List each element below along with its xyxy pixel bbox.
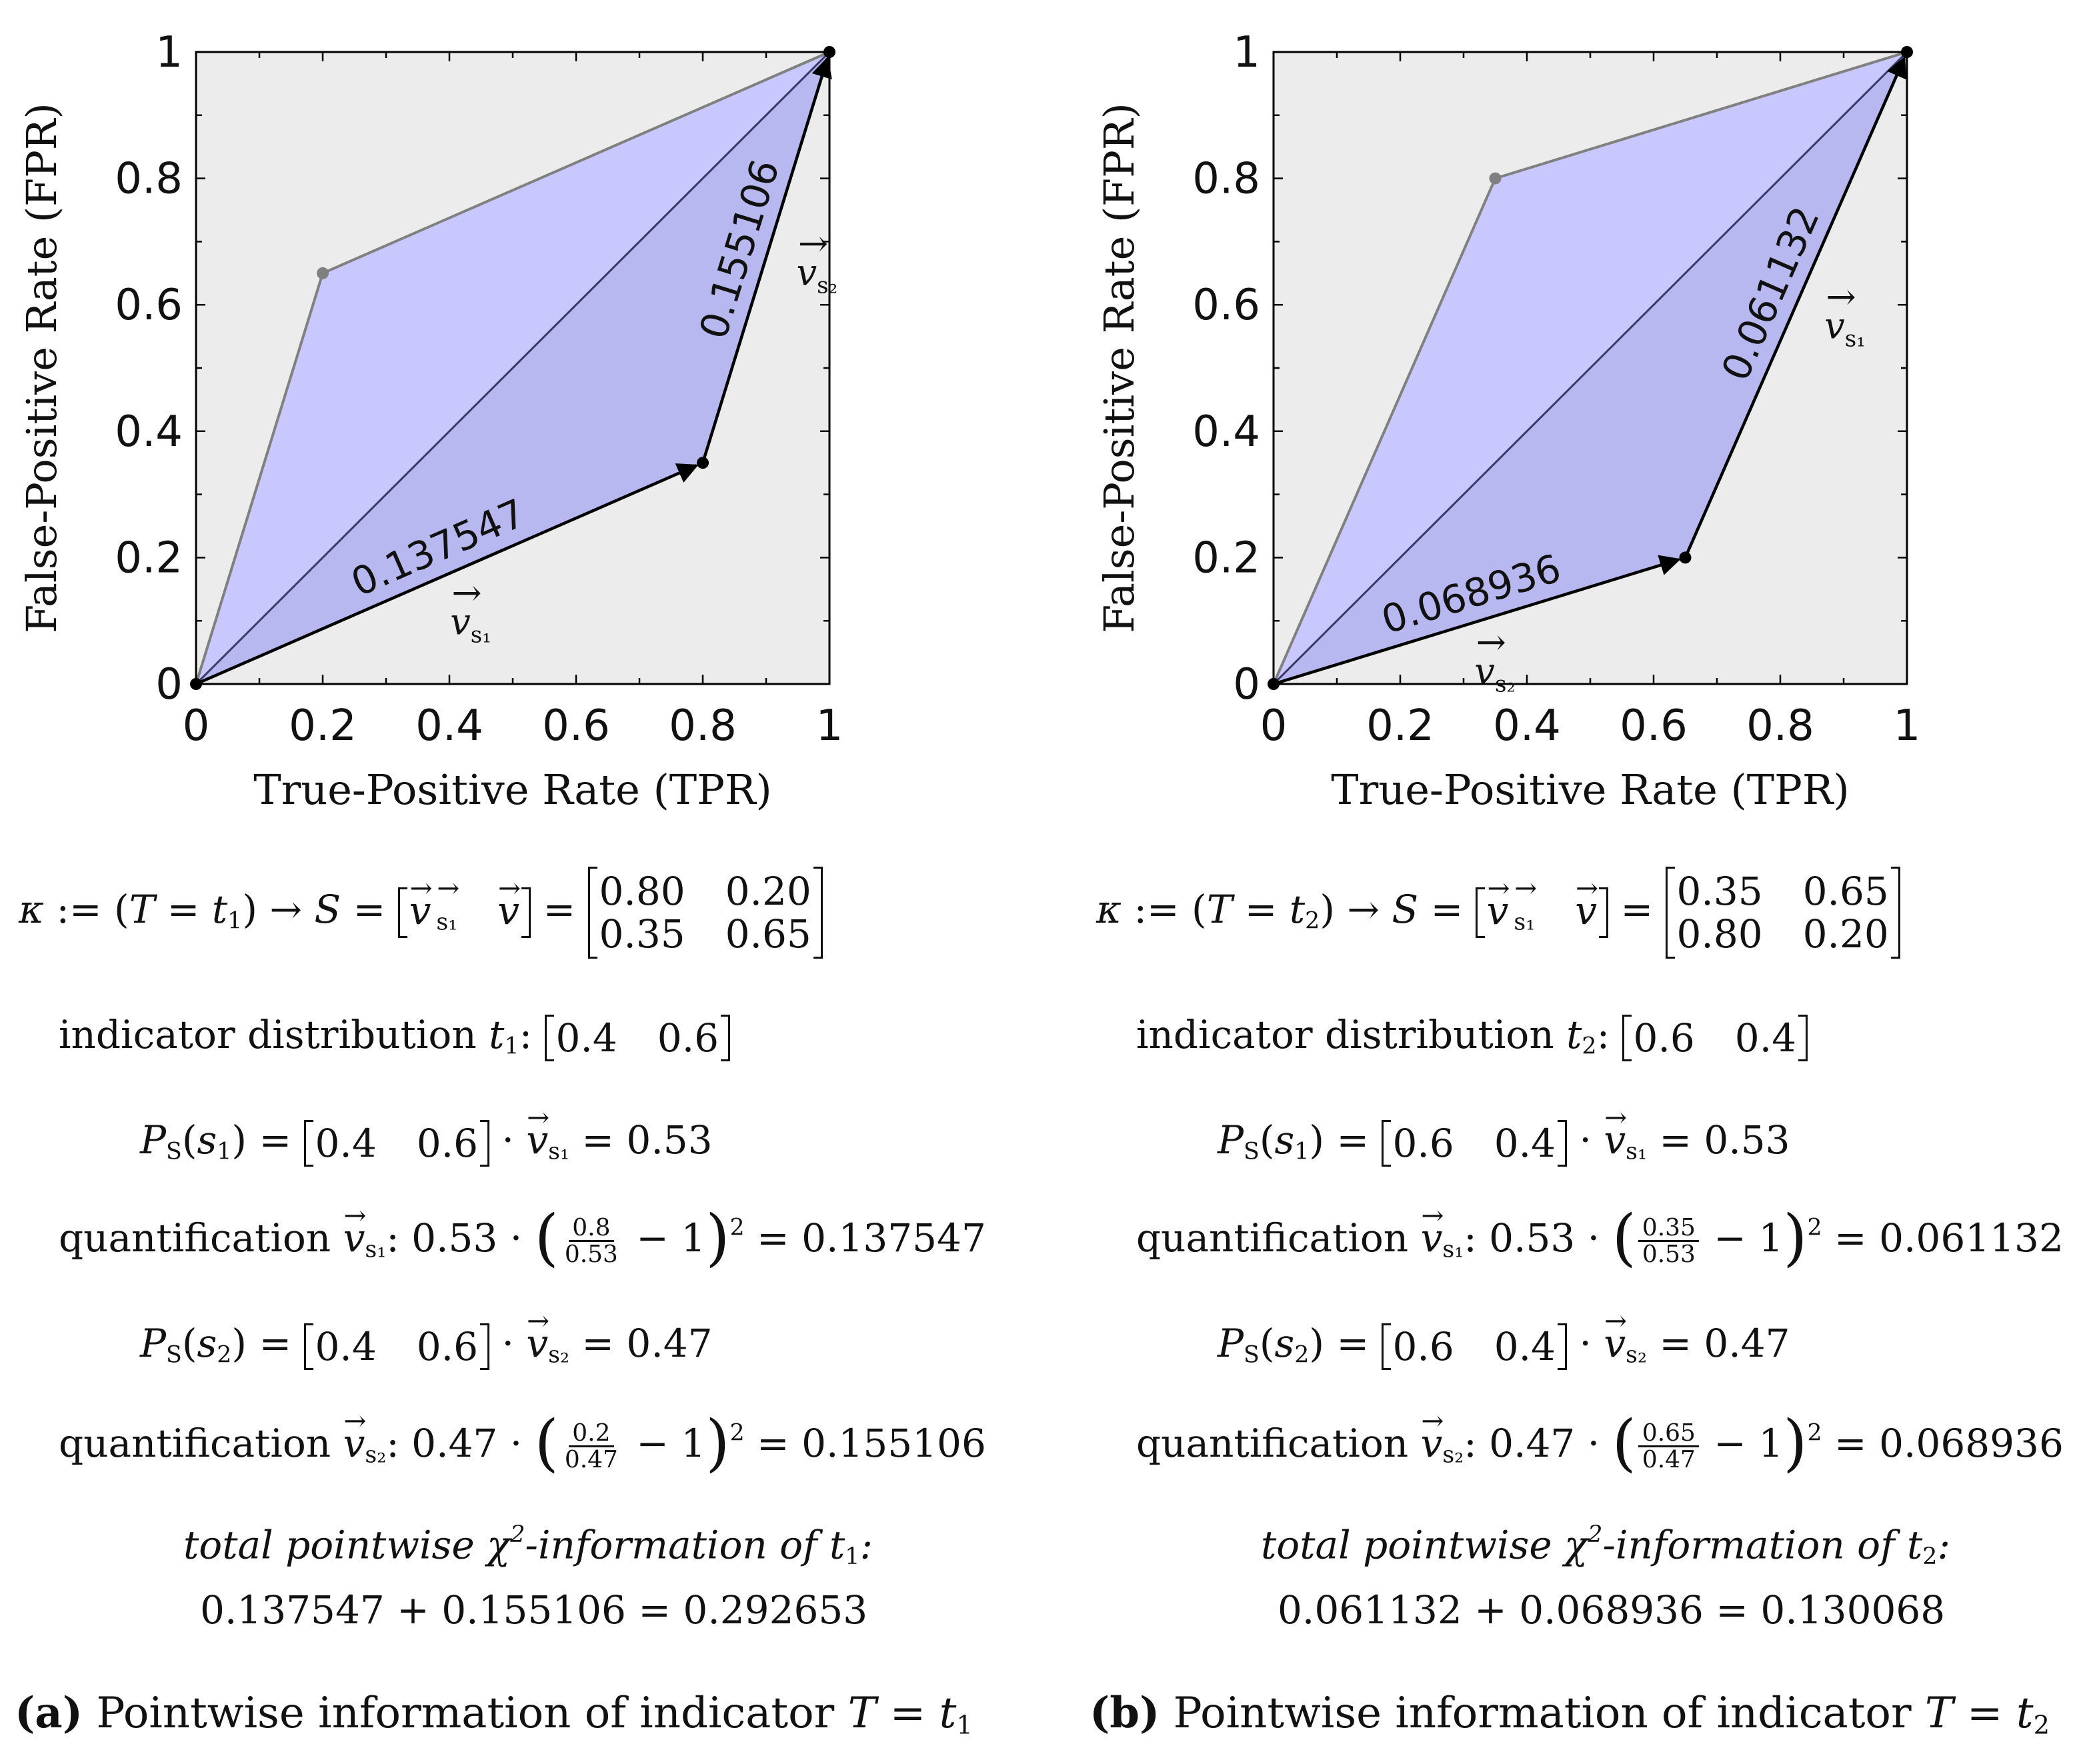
matrix-b: 0.35 0.65 0.80 0.20 (1665, 867, 1901, 959)
quantification-s1-a: quantification vs₁: 0.53 · (0.80.53 − 1)… (59, 1202, 986, 1269)
vector-arrow-accent: → (1826, 275, 1856, 317)
vector-arrow-accent: → (1476, 621, 1506, 663)
total-title-a: total pointwise χ2-information of t1: (183, 1521, 873, 1571)
vector-arrow-s2 (1273, 555, 1681, 686)
y-tick-label: 0.4 (115, 407, 183, 457)
vertex-point (823, 46, 835, 58)
y-tick-label: 0.8 (115, 155, 183, 204)
indicator-distribution-b: indicator distribution t2: 0.6 0.4 (1136, 1015, 1808, 1061)
prob-s2-b: PS(s2) = 0.60.4 · vs₂ = 0.47 (1218, 1307, 1790, 1370)
prob-s1-a: PS(s1) = 0.40.6 · vs₁ = 0.53 (140, 1104, 713, 1167)
vector-arrow-accent: → (798, 223, 828, 265)
x-tick-label: 0.8 (669, 701, 737, 751)
vector-name-label: vs₂ (797, 252, 838, 299)
caption-a: (a) Pointwise information of indicator T… (15, 1688, 973, 1741)
y-tick-label: 0.2 (1192, 533, 1260, 583)
matrix-a: 0.80 0.20 0.35 0.65 (587, 867, 823, 959)
x-tick-label: 0.2 (289, 701, 357, 751)
diagonal-line (195, 51, 831, 685)
total-title-b: total pointwise χ2-information of t2: (1261, 1521, 1950, 1571)
roc-chart-a: 0 0.2 0.4 0.6 0.8 1 0 0.2 0.4 0.6 0.8 1 True-Positiv… (17, 28, 843, 814)
diagonal-line (1272, 51, 1908, 685)
x-tick-label: 0.4 (1493, 701, 1561, 751)
quantification-s2-b: quantification vs₂: 0.47 · (0.650.47 − 1… (1136, 1407, 2064, 1474)
x-tick-label: 1 (1894, 701, 1921, 751)
x-axis-label: True-Positive Rate (TPR) (253, 765, 771, 814)
x-tick-label: 0.8 (1746, 701, 1814, 751)
x-tick-label: 0.2 (1366, 701, 1434, 751)
caption-b: (b) Pointwise information of indicator T… (1090, 1688, 2050, 1741)
y-axis-label: False-Positive Rate (FPR) (17, 103, 66, 633)
prob-s2-a: PS(s2) = 0.40.6 · vs₂ = 0.47 (140, 1307, 713, 1370)
x-axis-label: True-Positive Rate (TPR) (1331, 765, 1849, 814)
vertex-point (1901, 46, 1913, 58)
vector-name-label: vs₁ (1824, 305, 1866, 352)
upper-point (1489, 172, 1502, 185)
upper-point (317, 267, 329, 279)
vector-name-label: vs₁ (450, 601, 491, 648)
y-tick-label: 1 (155, 28, 183, 77)
charts-canvas: 0 0.2 0.4 0.6 0.8 1 0 0.2 0.4 0.6 0.8 1 True-Positiv… (17, 28, 1920, 814)
vector-name-label: vs₂ (1474, 651, 1516, 698)
vector-arrow-accent: → (451, 571, 481, 613)
vector-arrow-s1 (1684, 56, 1907, 559)
quantification-s1-b: quantification vs₁: 0.53 · (0.350.53 − 1… (1136, 1202, 2064, 1269)
x-tick-label: 0.6 (542, 701, 610, 751)
x-tick-label: 0 (183, 701, 210, 751)
x-tick-label: 1 (816, 701, 843, 751)
y-tick-label: 0.6 (115, 281, 183, 330)
quantification-s2-a: quantification vs₂: 0.47 · (0.20.47 − 1)… (59, 1407, 986, 1474)
y-tick-label: 0.2 (115, 533, 183, 583)
y-tick-label: 0 (1233, 660, 1260, 709)
kappa-definition-a: κ := (T = t1) → S = vs₁v = 0.800.20 0.35… (19, 867, 823, 959)
y-tick-label: 0.8 (1192, 155, 1260, 204)
vector-row-b: vs₁v (1475, 874, 1609, 939)
roc-chart-b: 0 0.2 0.4 0.6 0.8 1 0 0.2 0.4 0.6 0.8 1 True-Positiv… (1095, 28, 1920, 814)
vector-arrow-s2 (701, 56, 832, 463)
vertex-point (697, 457, 709, 469)
x-tick-label: 0.4 (415, 701, 483, 751)
prob-s1-b: PS(s1) = 0.60.4 · vs₁ = 0.53 (1218, 1104, 1790, 1167)
y-tick-label: 0 (155, 660, 183, 709)
x-tick-label: 0.6 (1620, 701, 1688, 751)
kappa-definition-b: κ := (T = t2) → S = vs₁v = 0.350.65 0.80… (1096, 867, 1901, 959)
y-axis-label: False-Positive Rate (FPR) (1095, 103, 1144, 633)
vertex-point (1679, 551, 1692, 564)
y-tick-label: 0.6 (1192, 281, 1260, 330)
vector-arrow-s1 (195, 463, 699, 686)
total-sum-a: 0.137547 + 0.155106 = 0.292653 (200, 1587, 868, 1633)
vector-row-a: vs₁v (397, 874, 531, 939)
total-sum-b: 0.061132 + 0.068936 = 0.130068 (1278, 1587, 1946, 1633)
x-tick-label: 0 (1260, 701, 1288, 751)
indicator-distribution-a: indicator distribution t1: 0.4 0.6 (59, 1015, 731, 1061)
y-tick-label: 0.4 (1192, 407, 1260, 457)
y-tick-label: 1 (1233, 28, 1260, 77)
vertex-point (1268, 678, 1280, 690)
vertex-point (190, 678, 202, 690)
